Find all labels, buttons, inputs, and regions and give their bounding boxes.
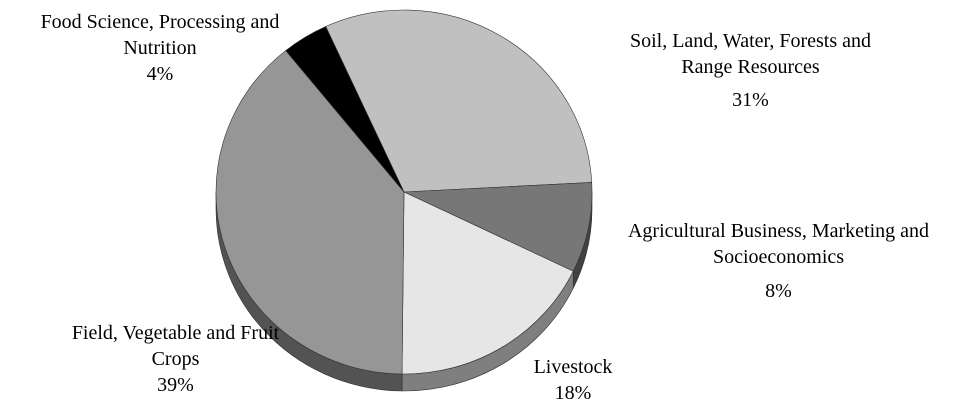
slice-label: Agricultural Business, Marketing and Soc… — [597, 218, 960, 304]
slice-label: Soil, Land, Water, Forests and Range Res… — [628, 28, 873, 113]
slice — [215, 50, 405, 375]
slice-label: Food Science, Processing and Nutrition 4% — [5, 9, 315, 87]
category-name: Food Science, Processing and Nutrition — [40, 11, 280, 59]
category-name: Agricultural Business, Marketing and Soc… — [627, 220, 930, 268]
slice-label: Field, Vegetable and Fruit Crops 39% — [68, 320, 283, 398]
slice — [401, 191, 574, 375]
value-label: 8% — [765, 280, 792, 302]
slice-label: Livestock 18% — [498, 354, 648, 406]
slice — [285, 26, 405, 193]
category-name: Soil, Land, Water, Forests and Range Res… — [629, 30, 872, 78]
category-name: Livestock — [533, 356, 613, 378]
category-name: Field, Vegetable and Fruit Crops — [71, 322, 280, 370]
value-label: 31% — [732, 89, 769, 111]
value-label: 18% — [554, 382, 592, 404]
value-label: 4% — [146, 63, 174, 85]
slice — [403, 182, 593, 272]
value-label: 39% — [157, 374, 194, 396]
slice — [325, 9, 593, 193]
